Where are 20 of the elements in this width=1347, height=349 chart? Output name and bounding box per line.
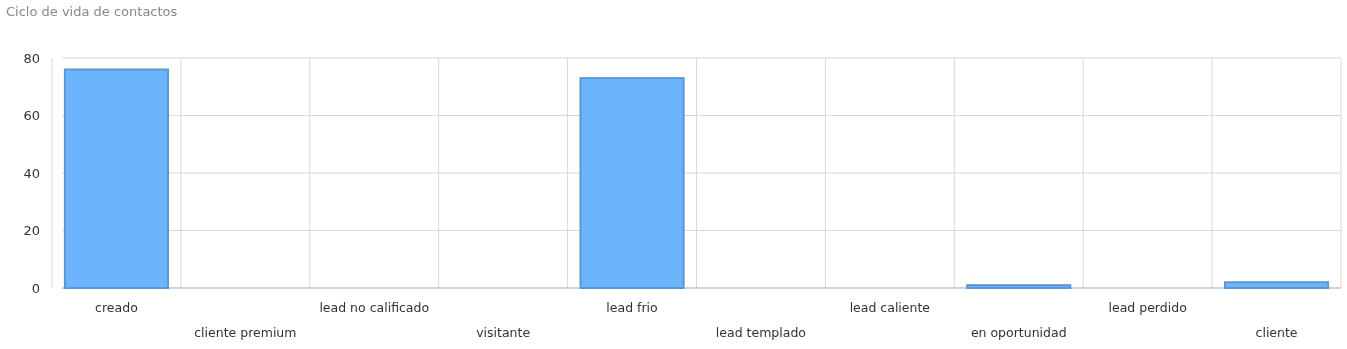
x-tick-label: cliente premium [194,325,297,340]
bar [1223,281,1330,289]
bar [966,284,1072,289]
x-tick-label: en oportunidad [970,325,1067,340]
y-tick-label: 40 [23,165,40,181]
x-tick-label: lead perdido [1108,300,1187,315]
bar [579,77,685,289]
x-tick-label: lead no calificado [319,300,430,315]
x-tick-label: creado [95,300,138,315]
x-tick-label: lead caliente [849,300,931,315]
y-tick-label: 0 [31,280,40,296]
x-tick-label: visitante [476,325,531,340]
y-tick-label: 20 [23,223,40,239]
x-tick-label: lead frio [606,300,658,315]
y-tick-label: 80 [23,50,40,66]
x-tick-label: lead templado [715,325,807,340]
bar [63,68,170,289]
chart-title: Ciclo de vida de contactos [6,4,178,19]
x-tick-label: cliente [1255,325,1298,340]
y-tick-label: 60 [23,108,40,124]
